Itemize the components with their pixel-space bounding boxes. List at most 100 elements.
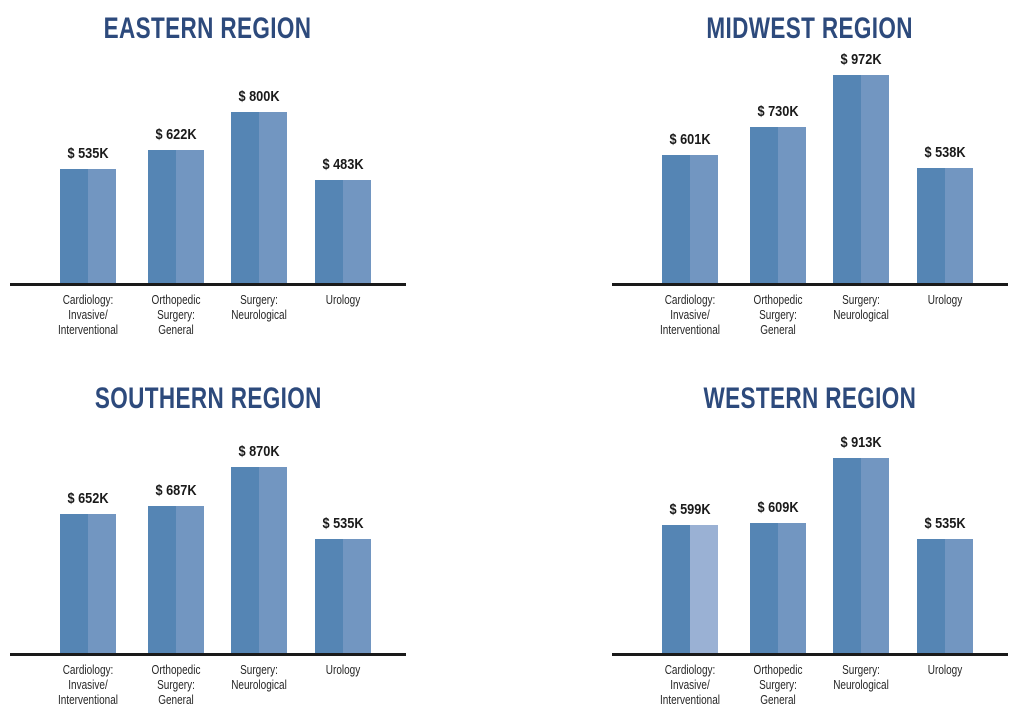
chart-title-text: WESTERN REGION xyxy=(703,382,917,415)
category-label-urology: Urology xyxy=(927,663,963,677)
chart-title: MIDWEST REGION xyxy=(612,13,1008,45)
bar-right-half xyxy=(343,539,371,653)
bar-right-half xyxy=(690,525,718,653)
chart-plot: $ 652K $ 687K $ 870K $ 535K xyxy=(10,415,406,653)
region-chart-western: WESTERN REGION $ 599K $ 609K $ 913K $ 535K … xyxy=(612,370,1008,717)
bar-value-label: $ 622K xyxy=(155,126,197,143)
category-label-urology: Urology xyxy=(927,293,963,307)
bar-right-half xyxy=(88,169,116,283)
bar-cardiology-invasive-interventional: $ 535K xyxy=(60,145,116,283)
bar-right-half xyxy=(945,539,973,653)
bar-right-half xyxy=(343,180,371,283)
bar-right-half xyxy=(88,514,116,653)
bar-right-half xyxy=(690,155,718,283)
bar-left-half xyxy=(662,525,690,653)
bar-value-label: $ 535K xyxy=(67,145,109,162)
bar-value-label: $ 730K xyxy=(757,103,799,120)
region-chart-midwest: MIDWEST REGION $ 601K $ 730K $ 972K $ 538K … xyxy=(612,0,1008,347)
category-label-orthopedic-surgery-general: Orthopedic Surgery: General xyxy=(753,293,803,337)
chart-title-text: MIDWEST REGION xyxy=(706,12,914,45)
bar-left-half xyxy=(60,169,88,283)
bar-orthopedic-surgery-general: $ 730K xyxy=(750,103,806,283)
bar-orthopedic-surgery-general: $ 609K xyxy=(750,499,806,653)
bar-value-label: $ 800K xyxy=(238,88,280,105)
bar-orthopedic-surgery-general: $ 687K xyxy=(148,482,204,653)
bar-cardiology-invasive-interventional: $ 652K xyxy=(60,490,116,653)
bar-value-label: $ 601K xyxy=(669,131,711,148)
x-axis-line xyxy=(10,283,406,286)
chart-title-text: SOUTHERN REGION xyxy=(94,382,322,415)
bar-left-half xyxy=(148,150,176,283)
region-chart-southern: SOUTHERN REGION $ 652K $ 687K $ 870K $ 535K… xyxy=(10,370,406,717)
bar-value-label: $ 535K xyxy=(322,515,364,532)
bar-value-label: $ 599K xyxy=(669,501,711,518)
bar-value-label: $ 535K xyxy=(924,515,966,532)
bar-cardiology-invasive-interventional: $ 601K xyxy=(662,131,718,283)
bar-right-half xyxy=(176,506,204,653)
bar-right-half xyxy=(778,127,806,283)
bar-left-half xyxy=(315,539,343,653)
chart-title: WESTERN REGION xyxy=(612,383,1008,415)
bar-urology: $ 535K xyxy=(315,515,371,653)
region-chart-eastern: EASTERN REGION $ 535K $ 622K $ 800K $ 483K … xyxy=(10,0,406,347)
bar-value-label: $ 538K xyxy=(924,144,966,161)
bar-value-label: $ 652K xyxy=(67,490,109,507)
category-label-cardiology-invasive-interventional: Cardiology: Invasive/ Interventional xyxy=(57,293,119,337)
x-axis-line xyxy=(612,653,1008,656)
bar-value-label: $ 483K xyxy=(322,156,364,173)
bar-urology: $ 535K xyxy=(917,515,973,653)
bar-orthopedic-surgery-general: $ 622K xyxy=(148,126,204,283)
bar-left-half xyxy=(662,155,690,283)
category-label-surgery-neurological: Surgery: Neurological xyxy=(833,293,889,322)
category-label-cardiology-invasive-interventional: Cardiology: Invasive/ Interventional xyxy=(57,663,119,707)
category-label-surgery-neurological: Surgery: Neurological xyxy=(231,663,287,692)
bar-left-half xyxy=(315,180,343,283)
bar-left-half xyxy=(750,127,778,283)
bar-value-label: $ 870K xyxy=(238,443,280,460)
chart-plot: $ 599K $ 609K $ 913K $ 535K xyxy=(612,415,1008,653)
category-label-orthopedic-surgery-general: Orthopedic Surgery: General xyxy=(753,663,803,707)
bar-value-label: $ 687K xyxy=(155,482,197,499)
bar-surgery-neurological: $ 870K xyxy=(231,443,287,653)
bar-left-half xyxy=(833,458,861,653)
bar-right-half xyxy=(945,168,973,283)
category-label-orthopedic-surgery-general: Orthopedic Surgery: General xyxy=(151,663,201,707)
bar-left-half xyxy=(60,514,88,653)
bar-value-label: $ 609K xyxy=(757,499,799,516)
category-label-cardiology-invasive-interventional: Cardiology: Invasive/ Interventional xyxy=(659,293,721,337)
category-axis: Cardiology: Invasive/ Interventional Orth… xyxy=(10,663,406,717)
bar-right-half xyxy=(778,523,806,653)
bar-urology: $ 483K xyxy=(315,156,371,283)
bar-value-label: $ 972K xyxy=(840,51,882,68)
category-axis: Cardiology: Invasive/ Interventional Orth… xyxy=(612,293,1008,347)
x-axis-line xyxy=(612,283,1008,286)
x-axis-line xyxy=(10,653,406,656)
bar-left-half xyxy=(231,467,259,653)
category-label-surgery-neurological: Surgery: Neurological xyxy=(833,663,889,692)
bar-urology: $ 538K xyxy=(917,144,973,283)
chart-title: SOUTHERN REGION xyxy=(10,383,406,415)
bar-left-half xyxy=(917,539,945,653)
bar-right-half xyxy=(176,150,204,283)
category-label-cardiology-invasive-interventional: Cardiology: Invasive/ Interventional xyxy=(659,663,721,707)
bar-right-half xyxy=(861,75,889,283)
bar-right-half xyxy=(861,458,889,653)
chart-title-text: EASTERN REGION xyxy=(104,12,312,45)
category-axis: Cardiology: Invasive/ Interventional Orth… xyxy=(612,663,1008,717)
bar-surgery-neurological: $ 800K xyxy=(231,88,287,283)
bar-surgery-neurological: $ 913K xyxy=(833,434,889,653)
category-label-urology: Urology xyxy=(325,293,361,307)
chart-title: EASTERN REGION xyxy=(10,13,406,45)
bar-left-half xyxy=(148,506,176,653)
bar-left-half xyxy=(917,168,945,283)
bar-left-half xyxy=(231,112,259,283)
bar-value-label: $ 913K xyxy=(840,434,882,451)
bar-left-half xyxy=(750,523,778,653)
bar-left-half xyxy=(833,75,861,283)
bar-cardiology-invasive-interventional: $ 599K xyxy=(662,501,718,653)
category-label-urology: Urology xyxy=(325,663,361,677)
category-axis: Cardiology: Invasive/ Interventional Orth… xyxy=(10,293,406,347)
chart-plot: $ 601K $ 730K $ 972K $ 538K xyxy=(612,45,1008,283)
bar-right-half xyxy=(259,112,287,283)
